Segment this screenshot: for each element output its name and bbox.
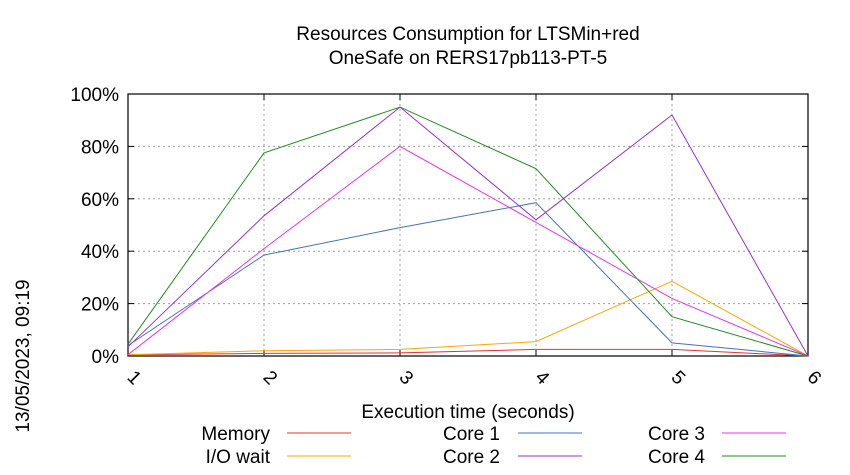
legend-label: Core 1 <box>443 424 500 445</box>
series-line-i-o-wait <box>127 280 809 357</box>
y-tick-label: 80% <box>81 137 119 158</box>
legend-label: Core 3 <box>648 424 705 445</box>
series-line-core-2 <box>127 106 809 357</box>
legend-label: I/O wait <box>206 447 271 468</box>
x-tick-label: 6 <box>803 367 825 389</box>
chart-subtitle: OneSafe on RERS17pb113-PT-5 <box>329 48 608 69</box>
x-tick-label: 4 <box>531 367 554 390</box>
x-tick-label: 1 <box>123 367 145 389</box>
plot-frame <box>127 93 809 357</box>
series-layer <box>127 106 809 357</box>
grid-layer <box>128 94 808 356</box>
y-tick-label: 100% <box>70 85 119 106</box>
series-line-memory <box>127 348 809 357</box>
series-line-core-1 <box>127 202 809 357</box>
timestamp-label: 13/05/2023, 09:19 <box>13 279 34 432</box>
chart-title: Resources Consumption for LTSMin+red <box>296 24 639 45</box>
y-tick-label: 20% <box>81 295 119 316</box>
x-tick-label: 2 <box>259 367 281 389</box>
legend-label: Core 2 <box>443 447 500 468</box>
legend-label: Memory <box>201 424 270 445</box>
x-axis-label: Execution time (seconds) <box>361 402 574 423</box>
legend-label: Core 4 <box>648 447 705 468</box>
y-tick-label: 40% <box>81 242 119 263</box>
x-tick-label: 5 <box>667 367 689 389</box>
y-axis-ticks: 0% 20% 40% 60% 80% 100% <box>70 85 808 368</box>
series-line-core-4 <box>127 106 809 357</box>
series-line-core-3 <box>127 145 809 357</box>
y-tick-label: 60% <box>81 190 119 211</box>
x-tick-label: 3 <box>395 367 417 389</box>
y-tick-label: 0% <box>92 347 120 368</box>
